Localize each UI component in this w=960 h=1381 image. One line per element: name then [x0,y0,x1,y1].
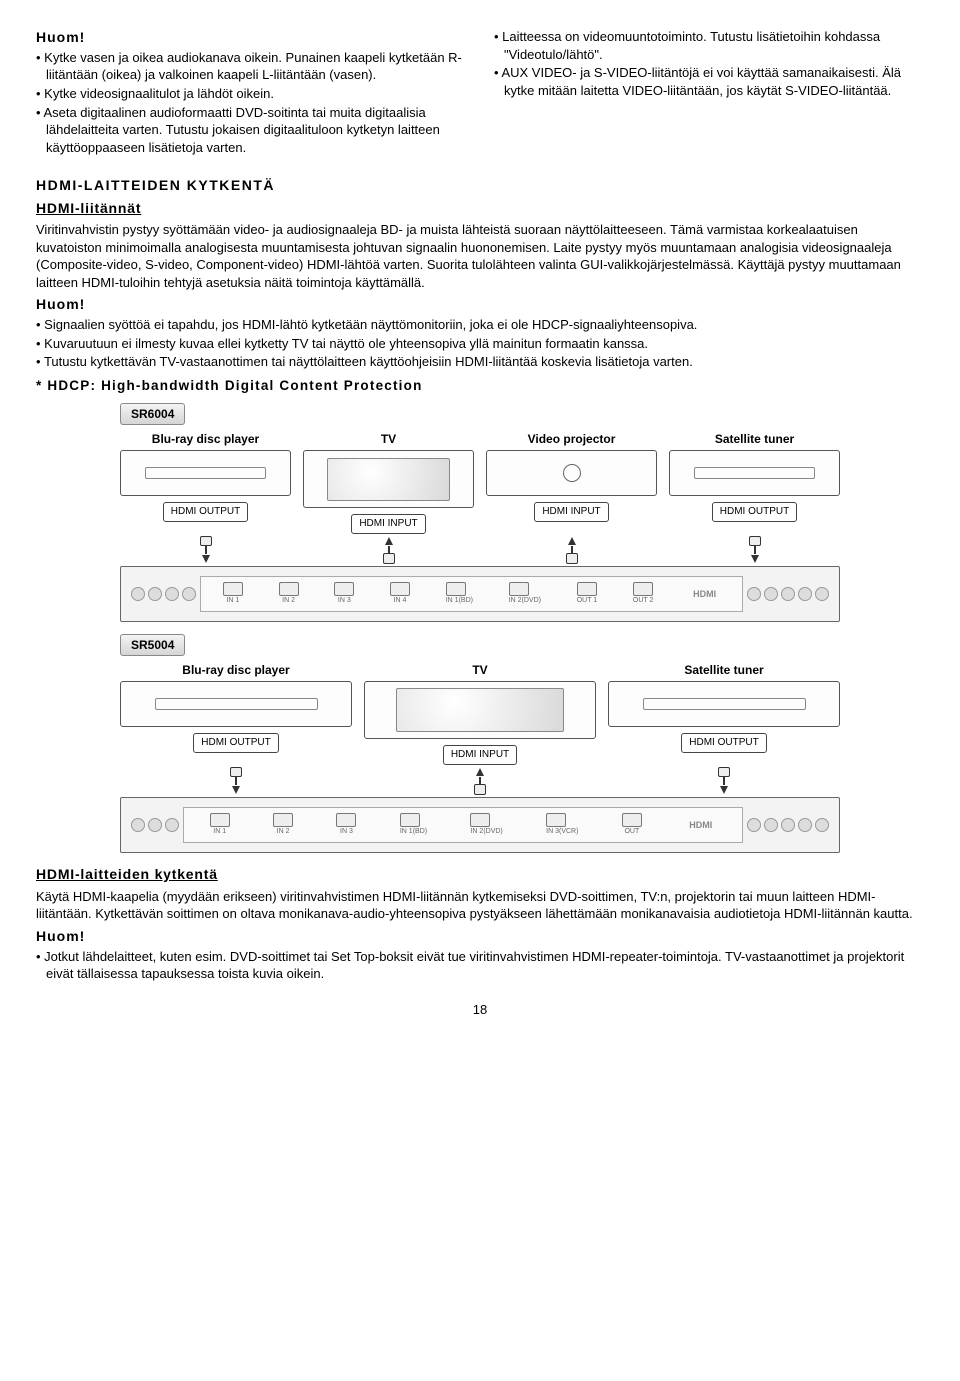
misc-ports-icon [747,818,829,832]
misc-ports-icon [747,587,829,601]
projector-icon [486,450,657,496]
cable-row-2 [120,767,840,795]
diagram-sr6004: SR6004 Blu-ray disc player HDMI OUTPUT T… [120,403,840,622]
slot-label: IN 3 [336,827,356,836]
page-number: 18 [36,1001,924,1019]
slot-label: IN 3 [334,596,354,605]
device-row-2: Blu-ray disc player HDMI OUTPUT TV HDMI … [120,662,840,765]
cable-icon [120,536,291,564]
port-tag: HDMI OUTPUT [163,502,248,522]
misc-ports-icon [131,587,196,601]
kytkenta-para: Käytä HDMI-kaapelia (myydään erikseen) v… [36,888,924,923]
slot-label: IN 1(BD) [446,596,473,605]
slot-label: IN 2(DVD) [509,596,541,605]
bluray-icon [120,450,291,496]
receiver-back-2: IN 1 IN 2 IN 3 IN 1(BD) IN 2(DVD) IN 3(V… [120,797,840,853]
tv-icon [364,681,596,739]
device-row-1: Blu-ray disc player HDMI OUTPUT TV HDMI … [120,431,840,534]
device-label: Satellite tuner [669,431,840,447]
bluray-icon [120,681,352,727]
port-tag: HDMI INPUT [443,745,517,765]
device-tv: TV HDMI INPUT [303,431,474,534]
top-columns: Huom! Kytke vasen ja oikea audiokanava o… [36,28,924,162]
cable-icon [364,767,596,795]
slot-label: IN 2(DVD) [470,827,502,836]
bullet: Signaalien syöttöä ei tapahdu, jos HDMI-… [36,316,924,334]
huom-heading-3: Huom! [36,927,924,946]
bullet: Kytke vasen ja oikea audiokanava oikein.… [36,49,466,84]
huom-heading-2: Huom! [36,295,924,314]
cable-icon [303,536,474,564]
misc-ports-icon [131,818,179,832]
slot-label: IN 3(VCR) [546,827,578,836]
satellite-icon [669,450,840,496]
slot-label: IN 1 [223,596,243,605]
device-label: TV [364,662,596,678]
section2-bullets: Jotkut lähdelaitteet, kuten esim. DVD-so… [36,948,924,983]
hdmi-strip: IN 1 IN 2 IN 3 IN 1(BD) IN 2(DVD) IN 3(V… [183,807,743,843]
model-badge-1: SR6004 [120,403,185,425]
left-column: Huom! Kytke vasen ja oikea audiokanava o… [36,28,466,162]
bullet: Tutustu kytkettävän TV-vastaanottimen ta… [36,353,924,371]
hdmi-strip: IN 1 IN 2 IN 3 IN 4 IN 1(BD) IN 2(DVD) O… [200,576,743,612]
slot-label: IN 1 [210,827,230,836]
huom-heading-1: Huom! [36,28,466,47]
bullet: Kuvaruutuun ei ilmesty kuvaa ellei kytke… [36,335,924,353]
tv-icon [303,450,474,508]
bullet: AUX VIDEO- ja S-VIDEO-liitäntöjä ei voi … [494,64,924,99]
subsection-kytkenta: HDMI-laitteiden kytkentä [36,865,924,884]
slot-label: IN 2 [273,827,293,836]
model-badge-2: SR5004 [120,634,185,656]
hdmi-para1: Viritinvahvistin pystyy syöttämään video… [36,221,924,291]
device-bluray: Blu-ray disc player HDMI OUTPUT [120,662,352,753]
device-label: Video projector [486,431,657,447]
slot-label: OUT [622,827,642,836]
port-tag: HDMI OUTPUT [193,733,278,753]
hdcp-note: * HDCP: High-bandwidth Digital Content P… [36,377,924,395]
port-tag: HDMI OUTPUT [712,502,797,522]
col2-bullets: Laitteessa on videomuuntotoiminto. Tutus… [494,28,924,99]
right-column: Laitteessa on videomuuntotoiminto. Tutus… [494,28,924,162]
device-satellite: Satellite tuner HDMI OUTPUT [608,662,840,753]
bullet: Jotkut lähdelaitteet, kuten esim. DVD-so… [36,948,924,983]
hdmi-label: HDMI [685,819,716,831]
cable-icon [608,767,840,795]
device-tv: TV HDMI INPUT [364,662,596,765]
bullet: Kytke videosignaalitulot ja lähdöt oikei… [36,85,466,103]
cable-icon [486,536,657,564]
port-tag: HDMI INPUT [534,502,608,522]
device-projector: Video projector HDMI INPUT [486,431,657,522]
slot-label: OUT 1 [577,596,598,605]
cable-row-1 [120,536,840,564]
slot-label: OUT 2 [633,596,654,605]
device-label: Blu-ray disc player [120,662,352,678]
device-label: TV [303,431,474,447]
bullet: Laitteessa on videomuuntotoiminto. Tutus… [494,28,924,63]
diagram-sr5004: SR5004 Blu-ray disc player HDMI OUTPUT T… [120,634,840,853]
device-label: Satellite tuner [608,662,840,678]
device-satellite: Satellite tuner HDMI OUTPUT [669,431,840,522]
slot-label: IN 1(BD) [400,827,427,836]
cable-icon [120,767,352,795]
hdmi-label: HDMI [689,588,720,600]
device-bluray: Blu-ray disc player HDMI OUTPUT [120,431,291,522]
slot-label: IN 4 [390,596,410,605]
cable-icon [669,536,840,564]
col1-bullets: Kytke vasen ja oikea audiokanava oikein.… [36,49,466,156]
subsection-hdmi-liitannat: HDMI-liitännät [36,199,924,218]
satellite-icon [608,681,840,727]
section-hdmi-title: HDMI-LAITTEIDEN KYTKENTÄ [36,176,924,195]
port-tag: HDMI INPUT [351,514,425,534]
bullet: Aseta digitaalinen audioformaatti DVD-so… [36,104,466,157]
device-label: Blu-ray disc player [120,431,291,447]
section1-bullets: Signaalien syöttöä ei tapahdu, jos HDMI-… [36,316,924,371]
slot-label: IN 2 [279,596,299,605]
receiver-back-1: IN 1 IN 2 IN 3 IN 4 IN 1(BD) IN 2(DVD) O… [120,566,840,622]
port-tag: HDMI OUTPUT [681,733,766,753]
